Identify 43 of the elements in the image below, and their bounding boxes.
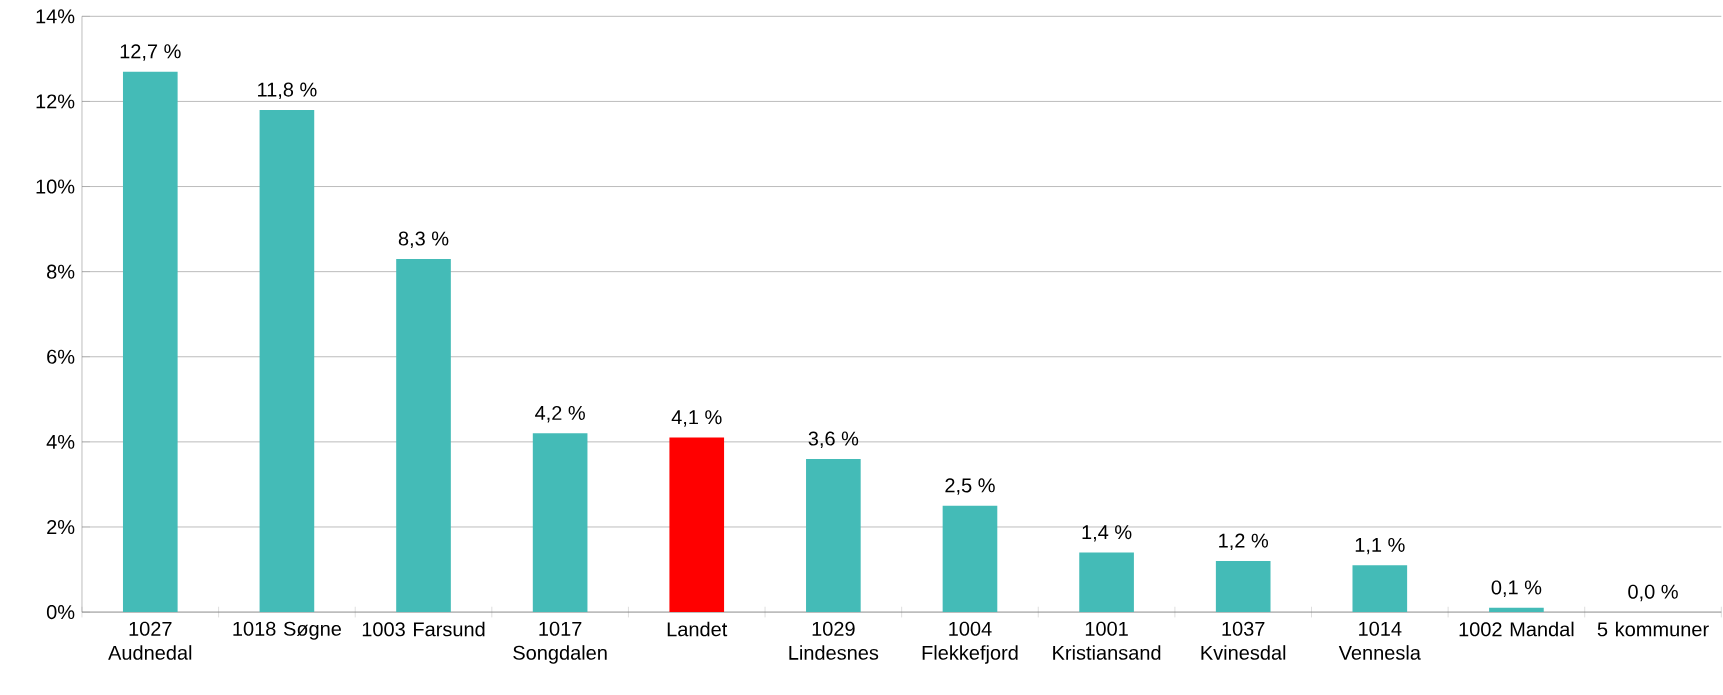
x-tick-label: 1001 Kristiansand [1053, 621, 1161, 660]
y-tick-label: 0% [46, 605, 75, 620]
x-tick-label: 1002 Mandal [1459, 621, 1574, 637]
x-tick-label: 1017 Songdalen [513, 621, 607, 664]
x-tick-label: 1018 Søgne [233, 621, 342, 640]
data-label: 4,2 % [535, 406, 585, 423]
y-tick-label: 4% [46, 435, 75, 450]
x-tick-label: 1037 Kvinesdal [1201, 621, 1286, 660]
bar [1489, 607, 1544, 613]
bar [532, 433, 588, 613]
bar [259, 110, 315, 613]
y-tick-label: 8% [47, 264, 75, 279]
data-label: 0,1 % [1491, 580, 1542, 598]
y-tick-label: 2% [47, 520, 75, 535]
bar [1079, 552, 1134, 613]
y-tick-label: 10% [36, 179, 75, 194]
bar [1352, 565, 1408, 613]
data-label: 8,3 % [398, 231, 449, 249]
bar [1215, 561, 1271, 613]
bar [396, 259, 451, 613]
bar [669, 437, 725, 613]
data-label: 3,6 % [808, 431, 859, 449]
data-label: 12,7 % [120, 44, 181, 61]
data-label: 0,0 % [1628, 584, 1678, 602]
bar [122, 71, 178, 613]
bar [806, 459, 861, 613]
x-tick-label: 1014 Vennesla [1338, 621, 1421, 660]
x-tick-label: 5 kommuner [1597, 621, 1709, 637]
x-tick-label: 1004 Flekkefjord [922, 621, 1018, 664]
data-label: 11,8 % [258, 82, 317, 100]
data-label: 1,4 % [1082, 525, 1132, 542]
data-label: 1,2 % [1219, 533, 1269, 551]
data-label: 2,5 % [945, 478, 995, 495]
data-label: 1,1 % [1355, 538, 1405, 555]
x-tick-label: 1027 Audnedal [108, 621, 192, 660]
x-tick-label: 1029 Lindesnes [789, 621, 879, 660]
y-tick-label: 14% [36, 9, 75, 24]
x-tick-label: 1003 Farsund [362, 621, 485, 637]
data-label: 4,1 % [671, 410, 722, 427]
bar [942, 505, 998, 613]
x-tick-label: Landet [667, 621, 728, 637]
y-tick-label: 6% [47, 349, 75, 364]
y-tick-label: 12% [36, 94, 75, 109]
